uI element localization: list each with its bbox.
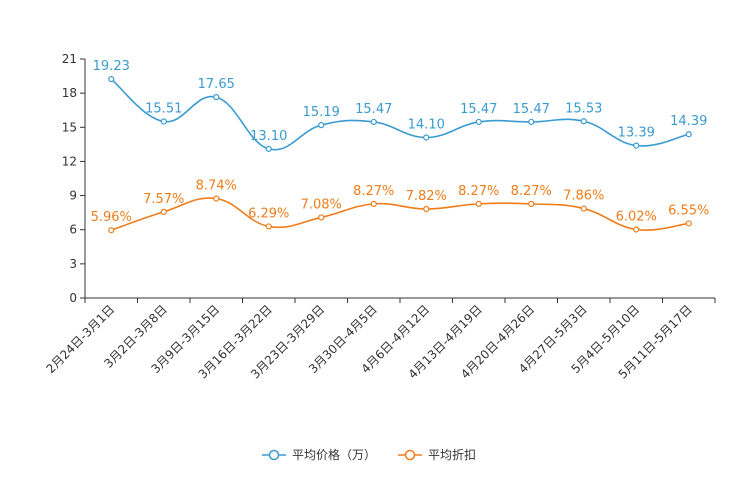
data-label: 6.55% (668, 203, 709, 218)
legend-label: 平均价格（万） (292, 447, 376, 462)
data-point (370, 200, 377, 207)
data-label: 6.29% (248, 206, 289, 221)
data-label: 13.39 (618, 126, 655, 141)
data-point (213, 195, 220, 202)
data-point (633, 226, 640, 233)
data-point (265, 223, 272, 230)
data-point (423, 205, 430, 213)
data-point (213, 94, 220, 101)
data-point (160, 118, 167, 125)
data-label: 14.39 (670, 114, 707, 129)
data-label: 13.10 (250, 129, 287, 144)
data-point (685, 220, 692, 227)
data-label: 7.86% (563, 189, 604, 204)
data-label: 15.47 (460, 102, 497, 117)
data-point (318, 122, 325, 129)
data-label: 8.74% (196, 179, 237, 194)
data-point (528, 118, 535, 126)
y-tick-label: 15 (62, 120, 77, 134)
data-label: 15.47 (513, 102, 550, 117)
legend-label: 平均折扣 (428, 447, 476, 462)
y-tick-label: 6 (69, 223, 77, 237)
data-label: 15.47 (355, 102, 392, 117)
y-tick-label: 0 (69, 291, 77, 305)
data-label: 7.82% (406, 189, 447, 204)
data-point (475, 200, 482, 207)
series-line-2 (110, 197, 689, 231)
data-label: 14.10 (408, 118, 445, 133)
data-point (265, 145, 272, 153)
legend-marker (268, 449, 280, 461)
data-point (318, 214, 325, 221)
data-label: 8.27% (458, 184, 499, 199)
data-point (370, 118, 377, 126)
data-label: 15.51 (145, 101, 182, 116)
data-label: 15.53 (565, 101, 602, 116)
y-tick-label: 18 (62, 86, 77, 100)
data-label: 7.57% (143, 192, 184, 207)
data-label: 7.08% (301, 197, 342, 212)
data-label: 17.65 (198, 77, 235, 92)
data-label: 5.96% (91, 210, 132, 225)
y-tick-label: 9 (69, 189, 77, 203)
data-point (160, 208, 167, 215)
data-point (423, 134, 430, 141)
data-label: 8.27% (511, 184, 552, 199)
data-point (108, 76, 115, 83)
data-point (633, 142, 640, 149)
data-point (475, 118, 482, 126)
data-point (580, 205, 587, 212)
data-point (108, 227, 115, 234)
y-tick-label: 21 (62, 52, 77, 66)
data-label: 6.02% (616, 209, 657, 224)
y-tick-label: 12 (62, 154, 77, 168)
data-label: 8.27% (353, 184, 394, 199)
data-label: 19.23 (93, 59, 130, 74)
legend-marker (404, 449, 416, 461)
data-point (580, 118, 587, 125)
data-point (528, 200, 535, 207)
data-label: 15.19 (303, 105, 340, 120)
y-tick-label: 3 (69, 257, 77, 271)
data-point (685, 131, 692, 138)
